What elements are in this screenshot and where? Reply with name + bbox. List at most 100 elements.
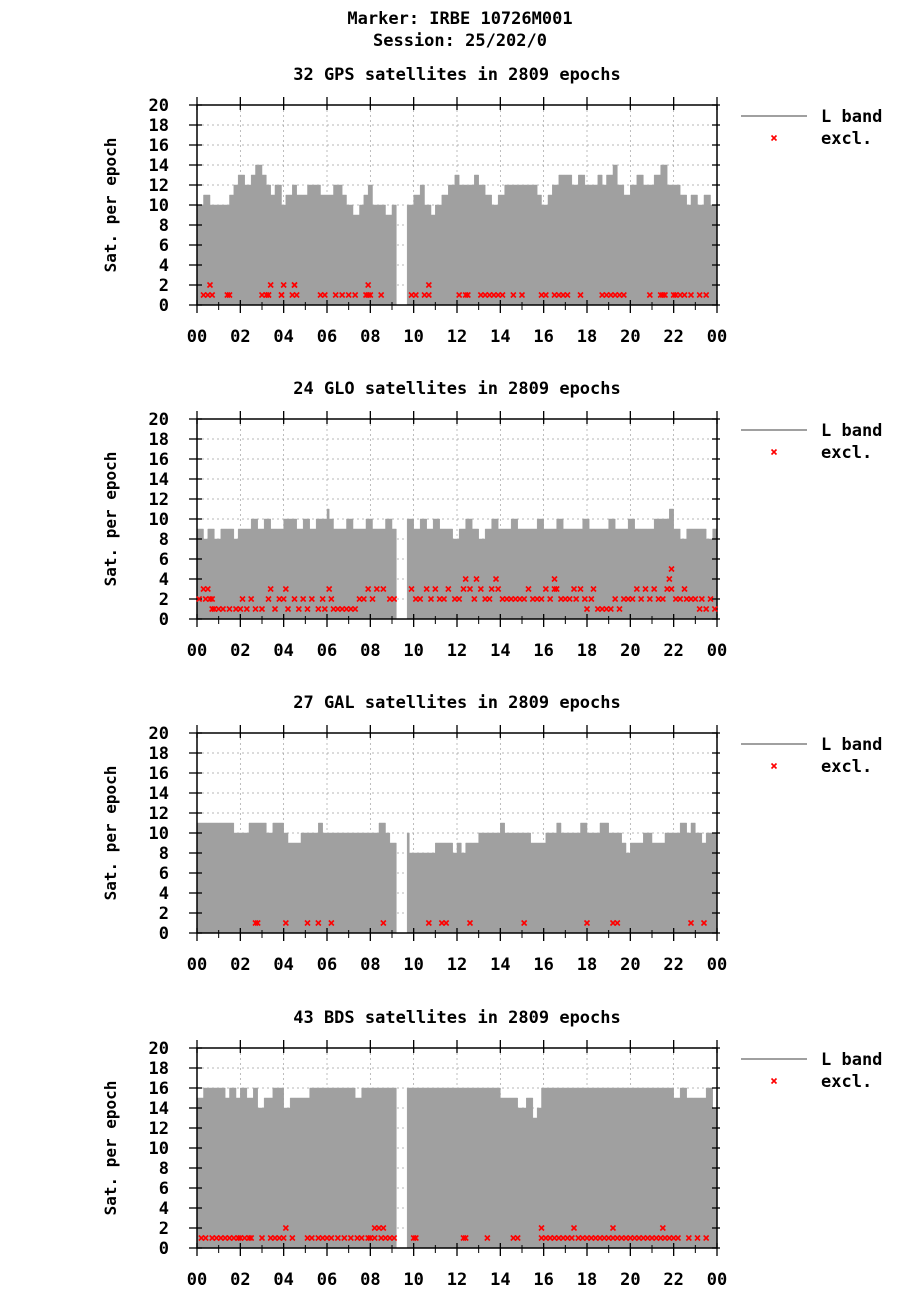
excl-point [289, 1234, 296, 1242]
excl-point [425, 919, 432, 927]
y-tick-label: 16 [149, 1079, 169, 1099]
x-tick-label: 18 [577, 955, 597, 975]
excl-point [711, 605, 718, 613]
excl-point [646, 595, 653, 603]
excl-point [315, 605, 322, 613]
excl-point [681, 291, 688, 299]
x-tick-label: 10 [403, 641, 423, 661]
excl-point [315, 919, 322, 927]
excl-point [226, 291, 233, 299]
x-tick-label: 08 [360, 641, 380, 661]
excl-point [462, 575, 469, 583]
legend-excl-marker [770, 1077, 778, 1085]
excl-point [328, 595, 335, 603]
x-tick-label: 18 [577, 327, 597, 347]
y-tick-label: 2 [159, 904, 169, 924]
x-tick-label: 06 [317, 327, 337, 347]
excl-point [278, 291, 285, 299]
excl-point [666, 575, 673, 583]
x-tick-label: 00 [707, 955, 727, 975]
excl-point [661, 291, 669, 299]
excl-point [694, 1234, 701, 1242]
excl-point [332, 291, 339, 299]
y-tick-label: 20 [149, 96, 169, 116]
excl-point [466, 585, 474, 593]
y-tick-label: 14 [149, 470, 169, 490]
x-tick-label: 04 [273, 641, 293, 661]
excl-point [659, 1224, 666, 1232]
excl-point [284, 605, 292, 613]
excl-point [633, 585, 640, 593]
x-tick-label: 08 [360, 955, 380, 975]
l-band-area [196, 1087, 718, 1249]
excl-point [308, 1234, 315, 1242]
excl-point [425, 291, 432, 299]
excl-point [280, 281, 287, 289]
excl-point [495, 585, 502, 593]
x-tick-label: 06 [317, 641, 337, 661]
y-axis-label: Sat. per epoch [101, 766, 120, 901]
l-band-area [196, 822, 718, 934]
excl-point [267, 585, 274, 593]
x-tick-label: 16 [533, 327, 553, 347]
x-tick-label: 14 [490, 955, 510, 975]
excl-point [282, 919, 289, 927]
excl-point [616, 605, 623, 613]
excl-point [360, 595, 367, 603]
x-tick-label: 10 [403, 327, 423, 347]
x-tick-label: 22 [663, 955, 683, 975]
excl-point [553, 585, 560, 593]
legend-excl-label: excl. [821, 757, 872, 777]
x-tick-label: 20 [620, 955, 640, 975]
y-tick-label: 18 [149, 116, 169, 136]
y-tick-label: 0 [159, 610, 169, 630]
excl-point [542, 291, 549, 299]
y-axis-label: Sat. per epoch [101, 452, 120, 587]
excl-point [499, 291, 506, 299]
excl-point [367, 291, 374, 299]
excl-point [196, 595, 203, 603]
chart-title: 32 GPS satellites in 2809 epochs [293, 65, 621, 85]
y-tick-label: 14 [149, 156, 169, 176]
excl-point [570, 585, 578, 593]
excl-point [460, 1234, 467, 1242]
excl-point [685, 1234, 692, 1242]
excl-point [280, 595, 287, 603]
excl-point [352, 605, 359, 613]
excl-point [352, 291, 359, 299]
excl-point [614, 919, 621, 927]
y-tick-label: 10 [149, 1139, 169, 1159]
excl-point [291, 595, 298, 603]
excl-point [462, 1234, 469, 1242]
legend-excl-marker [770, 448, 778, 456]
y-tick-label: 12 [149, 804, 169, 824]
excl-point [646, 291, 653, 299]
excl-point [271, 605, 279, 613]
x-tick-label: 04 [273, 327, 293, 347]
x-tick-label: 02 [230, 955, 250, 975]
x-tick-label: 22 [663, 327, 683, 347]
excl-point [365, 585, 372, 593]
x-tick-label: 00 [187, 641, 207, 661]
y-tick-label: 16 [149, 450, 169, 470]
excl-point [248, 1234, 255, 1242]
x-tick-label: 14 [490, 327, 510, 347]
excl-point [339, 291, 346, 299]
excl-point [371, 1234, 378, 1242]
x-tick-label: 02 [230, 1270, 250, 1290]
excl-point [245, 1234, 253, 1242]
excl-point [577, 585, 584, 593]
excl-point [651, 585, 658, 593]
excl-point [440, 595, 448, 603]
y-tick-label: 6 [159, 236, 169, 256]
chart-0: 32 GPS satellites in 2809 epochs Sat. per… [101, 65, 882, 347]
excl-point [408, 585, 415, 593]
excl-point [583, 605, 591, 613]
excl-point [590, 585, 597, 593]
excl-point [347, 1234, 354, 1242]
y-tick-label: 16 [149, 764, 169, 784]
excl-point [642, 585, 649, 593]
excl-point [620, 291, 627, 299]
excl-point [473, 575, 480, 583]
excl-point [365, 291, 372, 299]
